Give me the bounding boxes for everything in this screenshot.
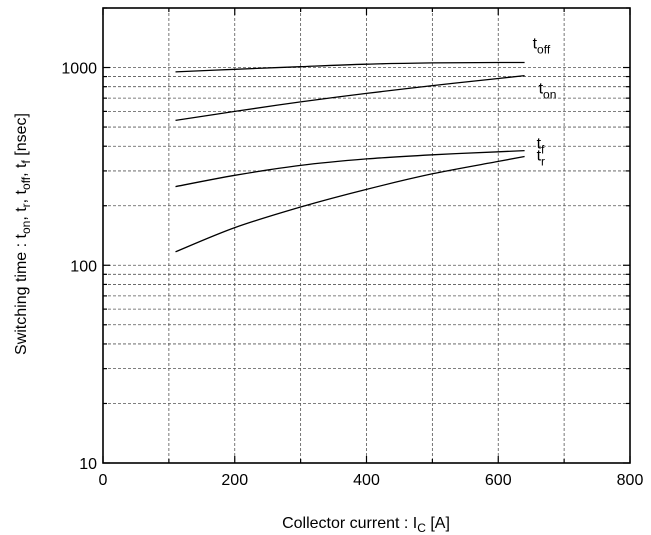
y-title-text: Switching time : t [13, 233, 30, 354]
axis-ticks [102, 7, 631, 464]
x-axis-title-unit: [A] [426, 515, 450, 532]
x-tick-label: 600 [485, 472, 512, 489]
series-label-t-r: tr [537, 147, 545, 168]
series-label-t-on: ton [539, 81, 557, 102]
x-tick-label: 800 [617, 472, 644, 489]
y-title-text: , t [13, 189, 30, 203]
grid-lines [103, 8, 630, 463]
series-label-t-f: tf [537, 136, 545, 157]
series-line-t-f [175, 149, 525, 188]
y-title-text: , t [13, 207, 30, 221]
y-tick-label: 10 [79, 456, 97, 473]
y-axis-title: Switching time : ton, tr, toff, tf [nsec… [13, 113, 33, 355]
series-curves [175, 61, 525, 253]
x-axis-title-main: Collector current : I [282, 515, 417, 532]
x-tick-label: 400 [353, 472, 380, 489]
series-label-t-off: toff [533, 36, 551, 57]
x-axis-title-sub: C [417, 521, 426, 535]
y-title-subscript: on [19, 221, 33, 234]
series-line-t-off [175, 61, 525, 73]
x-tick-label: 200 [221, 472, 248, 489]
y-tick-label: 100 [70, 258, 97, 275]
x-tick-labels: 0 200 400 600 800 [99, 472, 644, 489]
y-title-text: , t [13, 163, 30, 177]
series-line-t-r [175, 155, 525, 253]
y-title-subscript: off [19, 176, 33, 190]
y-tick-labels: 10 100 1000 [61, 61, 97, 473]
y-title-subscript: r [19, 203, 33, 207]
y-tick-label: 1000 [61, 61, 97, 78]
x-tick-label: 0 [99, 472, 108, 489]
x-axis-title: Collector current : IC [A] [282, 515, 450, 535]
y-title-text: [nsec] [13, 113, 30, 160]
series-line-t-on [175, 74, 525, 122]
y-title-subscript: f [19, 160, 33, 164]
